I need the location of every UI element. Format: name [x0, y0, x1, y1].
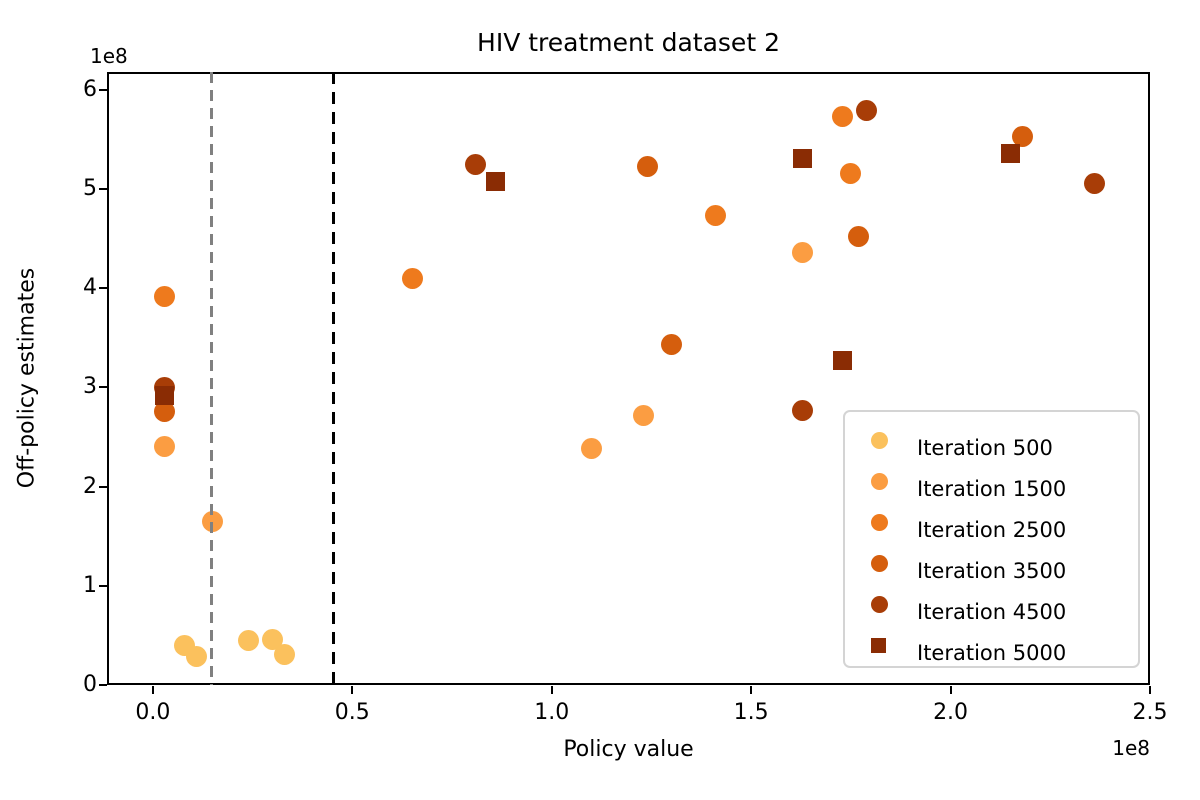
scatter-point-iteration-5000	[793, 148, 813, 168]
scatter-point-iteration-2500	[840, 162, 862, 184]
legend-item-iteration-500: Iteration 500	[845, 428, 1138, 469]
circle-marker-icon	[871, 513, 888, 531]
scatter-point-iteration-2500	[401, 267, 423, 289]
x-tick-mark	[750, 686, 753, 694]
scatter-point-iteration-3500	[848, 226, 870, 248]
scatter-point-iteration-3500	[1011, 125, 1033, 147]
x-tick-label: 1.5	[733, 700, 769, 725]
legend: Iteration 500 Iteration 1500 Iteration 250…	[843, 410, 1140, 668]
scatter-point-iteration-4500	[856, 100, 878, 122]
y-tick-mark	[99, 684, 107, 686]
scatter-point-iteration-5000	[1000, 143, 1020, 163]
y-tick-label: 3	[83, 374, 97, 400]
scatter-point-iteration-5000	[155, 385, 175, 405]
legend-item-label: Iteration 500	[917, 436, 1053, 460]
legend-item-iteration-2500: Iteration 2500	[845, 510, 1138, 551]
chart-title: HIV treatment dataset 2	[477, 28, 780, 57]
legend-item-iteration-5000: Iteration 5000	[845, 633, 1138, 674]
x-tick-label: 0.5	[334, 700, 370, 725]
scatter-point-iteration-4500	[792, 399, 814, 421]
x-tick-label: 0.0	[135, 700, 171, 725]
circle-marker-icon	[871, 554, 888, 572]
y-tick-mark	[99, 188, 107, 191]
scatter-point-iteration-1500	[154, 436, 176, 458]
scatter-point-iteration-3500	[660, 334, 682, 356]
circle-marker-icon	[871, 472, 888, 490]
black-dashed-line	[332, 72, 336, 685]
x-tick-mark	[351, 686, 354, 694]
legend-item-iteration-4500: Iteration 4500	[845, 592, 1138, 633]
y-tick-mark	[99, 485, 107, 488]
scatter-point-iteration-500	[238, 629, 260, 651]
y-tick-mark	[99, 386, 107, 389]
x-tick-label: 2.5	[1132, 700, 1168, 725]
scatter-point-iteration-4500	[465, 153, 487, 175]
y-axis-offset-text: 1e8	[90, 44, 128, 68]
scatter-point-iteration-500	[262, 628, 284, 650]
scatter-point-iteration-500	[186, 645, 208, 667]
legend-item-iteration-3500: Iteration 3500	[845, 551, 1138, 592]
legend-item-label: Iteration 3500	[917, 559, 1067, 583]
circle-marker-icon	[871, 595, 888, 613]
legend-item-label: Iteration 5000	[917, 641, 1067, 665]
y-tick-mark	[99, 584, 107, 587]
square-marker-icon	[871, 637, 886, 653]
scatter-point-iteration-1500	[632, 404, 654, 426]
scatter-point-iteration-3500	[154, 400, 176, 422]
y-tick-label: 2	[83, 473, 97, 499]
scatter-point-iteration-5000	[486, 171, 506, 191]
y-tick-label: 1	[83, 572, 97, 598]
legend-item-label: Iteration 4500	[917, 600, 1067, 624]
x-axis-offset-text: 1e8	[1112, 736, 1150, 760]
x-axis-label: Policy value	[563, 737, 694, 762]
x-tick-mark	[1149, 686, 1151, 694]
y-tick-label: 0	[83, 672, 97, 697]
scatter-point-iteration-1500	[792, 242, 814, 264]
y-tick-mark	[99, 88, 107, 91]
x-tick-mark	[949, 686, 952, 694]
y-tick-mark	[99, 287, 107, 290]
scatter-point-iteration-4500	[1083, 172, 1105, 194]
gray-dashed-line	[209, 72, 213, 685]
legend-item-label: Iteration 1500	[917, 477, 1067, 501]
y-axis-label: Off-policy estimates	[14, 267, 40, 489]
x-tick-mark	[151, 686, 154, 694]
scatter-point-iteration-2500	[704, 205, 726, 227]
scatter-point-iteration-5000	[833, 351, 853, 371]
y-tick-label: 5	[83, 176, 97, 202]
legend-item-iteration-1500: Iteration 1500	[845, 469, 1138, 510]
scatter-point-iteration-2500	[832, 106, 854, 128]
x-tick-mark	[550, 686, 553, 694]
circle-marker-icon	[871, 431, 888, 449]
scatter-point-iteration-1500	[581, 438, 603, 460]
scatter-point-iteration-500	[273, 643, 295, 665]
x-tick-label: 2.0	[933, 700, 969, 725]
legend-item-label: Iteration 2500	[917, 518, 1067, 542]
scatter-point-iteration-2500	[154, 285, 176, 307]
y-tick-label: 6	[83, 76, 97, 102]
scatter-point-iteration-3500	[636, 155, 658, 177]
y-tick-label: 4	[83, 275, 97, 301]
x-tick-label: 1.0	[534, 700, 570, 725]
